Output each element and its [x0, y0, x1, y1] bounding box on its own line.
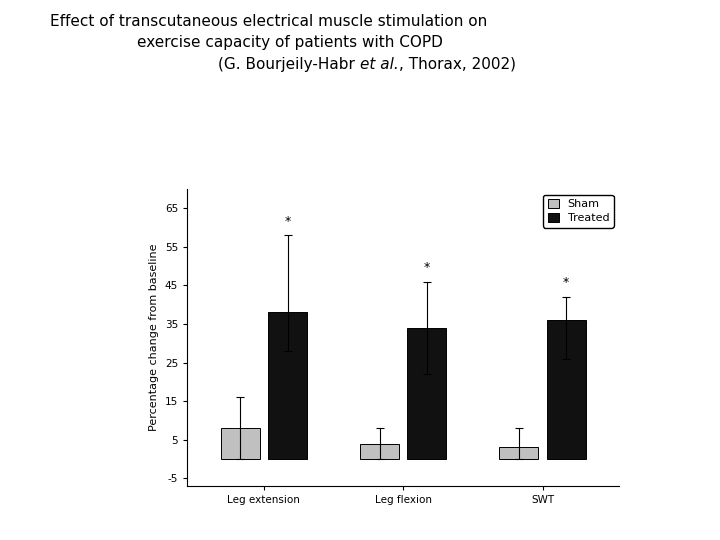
Text: Effect of transcutaneous electrical muscle stimulation on: Effect of transcutaneous electrical musc… [50, 14, 487, 29]
Y-axis label: Percentage change from baseline: Percentage change from baseline [149, 244, 159, 431]
Text: et al.: et al. [360, 57, 399, 72]
Text: *: * [563, 276, 570, 289]
Bar [268, 313, 307, 459]
Text: *: * [284, 214, 291, 227]
Text: exercise capacity of patients with COPD: exercise capacity of patients with COPD [137, 35, 443, 50]
Bar [546, 320, 586, 459]
Bar [500, 448, 539, 459]
Bar [408, 328, 446, 459]
Text: (G. Bourjeily-Habr: (G. Bourjeily-Habr [218, 57, 360, 72]
Bar [220, 428, 260, 459]
Legend: Sham, Treated: Sham, Treated [543, 194, 613, 228]
Text: , Thorax, 2002): , Thorax, 2002) [399, 57, 516, 72]
Text: *: * [424, 261, 430, 274]
Bar [360, 443, 399, 459]
